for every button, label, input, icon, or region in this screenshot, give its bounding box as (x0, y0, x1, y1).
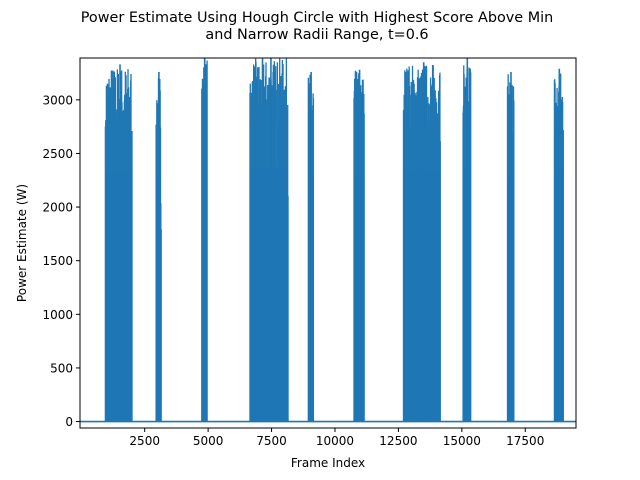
x-tick-label: 2500 (129, 434, 160, 448)
x-tick-label: 17500 (506, 434, 544, 448)
series-burst (155, 71, 162, 422)
series-burst (249, 58, 289, 422)
series-burst (353, 69, 365, 422)
series-burst (553, 68, 564, 422)
burst-dense-fill (106, 171, 131, 422)
y-axis-ticks: 0 500 1000 1500 2000 2500 3000 (42, 93, 80, 429)
y-tick-label: 3000 (42, 93, 73, 107)
series-burst (506, 71, 515, 422)
plot-frame (79, 57, 577, 429)
y-tick-label: 0 (65, 415, 73, 429)
y-tick-label: 1000 (42, 308, 73, 322)
x-tick-label: 15000 (443, 434, 481, 448)
burst-dense-fill (405, 170, 439, 422)
series-burst (307, 71, 315, 422)
series-burst (104, 64, 133, 422)
chart-title-line-1: Power Estimate Using Hough Circle with H… (81, 10, 554, 26)
x-tick-label: 5000 (193, 434, 224, 448)
series-burst (462, 58, 472, 422)
chart-title-line-2: and Narrow Radii Range, t=0.6 (205, 27, 428, 43)
x-axis-label: Frame Index (291, 456, 365, 470)
y-tick-label: 1500 (42, 254, 73, 268)
burst-dense-fill (251, 167, 287, 422)
series-burst (402, 62, 441, 422)
y-tick-label: 2500 (42, 147, 73, 161)
x-tick-label: 12500 (379, 434, 417, 448)
y-tick-label: 500 (50, 361, 73, 375)
y-axis-label: Power Estimate (W) (15, 184, 29, 302)
x-tick-label: 10000 (316, 434, 354, 448)
series-burst (201, 58, 208, 422)
y-tick-label: 2000 (42, 201, 73, 215)
x-axis-ticks: 2500 5000 7500 10000 12500 15000 17500 (129, 428, 544, 448)
x-tick-label: 7500 (256, 434, 287, 448)
series-layer (80, 58, 576, 423)
